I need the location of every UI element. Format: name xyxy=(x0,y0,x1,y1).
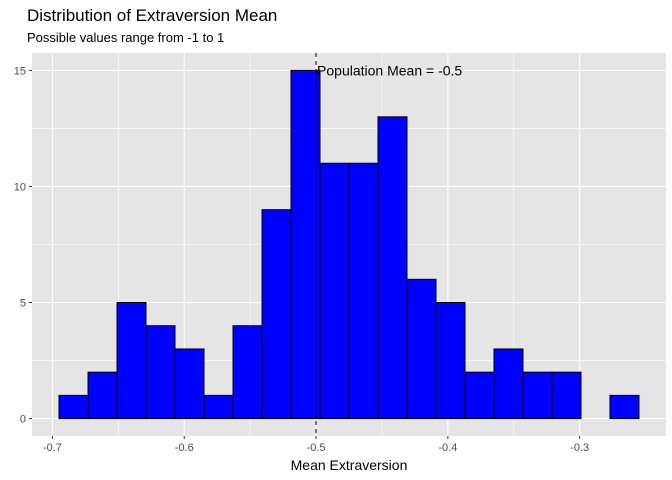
x-tick-label: -0.4 xyxy=(438,442,457,454)
x-tick-label: -0.3 xyxy=(570,442,589,454)
y-tick-label: 0 xyxy=(20,414,26,426)
histogram-bar xyxy=(87,371,118,420)
histogram-bar xyxy=(435,302,466,420)
histogram-bar xyxy=(174,348,205,420)
x-tick-label: -0.5 xyxy=(307,442,326,454)
histogram-bar xyxy=(232,325,263,420)
x-tick-label: -0.6 xyxy=(175,442,194,454)
histogram-bar xyxy=(464,371,495,420)
histogram-bar xyxy=(493,348,524,420)
population-mean-annotation: Population Mean = -0.5 xyxy=(317,62,462,78)
histogram-bars xyxy=(58,69,640,420)
histogram-bar xyxy=(290,69,321,420)
histogram-bar xyxy=(551,371,582,420)
y-tick-label: 5 xyxy=(20,298,26,310)
chart-title: Distribution of Extraversion Mean xyxy=(27,6,277,25)
y-tick-label: 15 xyxy=(14,65,26,77)
histogram-bar xyxy=(261,209,292,420)
histogram-bar xyxy=(58,394,89,420)
histogram-bar xyxy=(145,325,176,420)
histogram-bar xyxy=(377,116,408,420)
histogram-bar xyxy=(609,394,640,420)
y-axis: 0 5 10 15 xyxy=(14,65,32,426)
x-tick-label: -0.7 xyxy=(43,442,62,454)
histogram-bar xyxy=(406,278,437,420)
histogram-bar xyxy=(203,394,234,420)
histogram-bar xyxy=(348,162,379,420)
histogram-bar xyxy=(116,302,147,420)
chart-subtitle: Possible values range from -1 to 1 xyxy=(27,30,224,45)
x-axis: -0.7 -0.6 -0.5 -0.4 -0.3 xyxy=(43,436,589,454)
x-axis-title: Mean Extraversion xyxy=(291,457,408,473)
histogram-bar xyxy=(522,371,553,420)
y-tick-label: 10 xyxy=(14,181,26,193)
histogram-bar xyxy=(319,162,350,420)
